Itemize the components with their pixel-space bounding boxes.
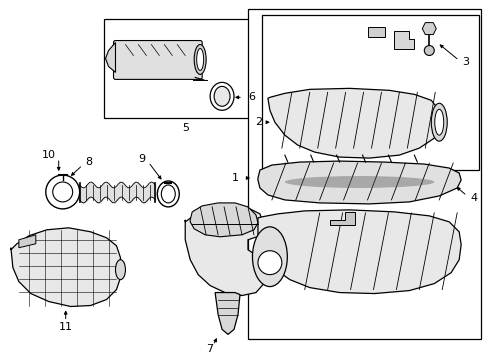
Text: 7: 7 xyxy=(206,345,213,354)
Text: 9: 9 xyxy=(138,154,145,164)
Polygon shape xyxy=(215,293,240,334)
Polygon shape xyxy=(267,88,438,158)
Text: 10: 10 xyxy=(41,150,56,160)
Ellipse shape xyxy=(115,260,125,280)
Polygon shape xyxy=(11,228,120,306)
Polygon shape xyxy=(258,210,460,293)
Circle shape xyxy=(424,45,433,55)
FancyBboxPatch shape xyxy=(113,41,202,80)
Bar xyxy=(103,19,267,118)
Bar xyxy=(247,9,480,339)
Polygon shape xyxy=(185,205,264,296)
Text: 6: 6 xyxy=(247,92,254,102)
Ellipse shape xyxy=(252,227,287,287)
Bar xyxy=(367,27,385,37)
Text: 3: 3 xyxy=(461,58,468,67)
Circle shape xyxy=(53,182,73,202)
Ellipse shape xyxy=(194,45,206,75)
Ellipse shape xyxy=(161,185,175,203)
Text: 4: 4 xyxy=(469,193,476,203)
Polygon shape xyxy=(105,42,115,72)
Polygon shape xyxy=(19,235,36,248)
Text: 1: 1 xyxy=(231,173,239,183)
Text: 5: 5 xyxy=(182,123,188,133)
Circle shape xyxy=(46,175,80,209)
Ellipse shape xyxy=(196,49,203,71)
Ellipse shape xyxy=(210,82,234,110)
Circle shape xyxy=(258,251,281,275)
Ellipse shape xyxy=(214,86,229,106)
Polygon shape xyxy=(422,23,435,35)
Polygon shape xyxy=(258,161,460,204)
Ellipse shape xyxy=(157,181,179,207)
Ellipse shape xyxy=(430,103,447,141)
Ellipse shape xyxy=(285,176,433,188)
Polygon shape xyxy=(329,212,354,225)
Bar xyxy=(262,15,478,170)
Text: 2: 2 xyxy=(254,117,262,127)
Text: 11: 11 xyxy=(59,323,73,332)
Polygon shape xyxy=(190,203,258,237)
Ellipse shape xyxy=(434,109,443,135)
Polygon shape xyxy=(394,31,413,49)
Text: 8: 8 xyxy=(85,157,93,167)
